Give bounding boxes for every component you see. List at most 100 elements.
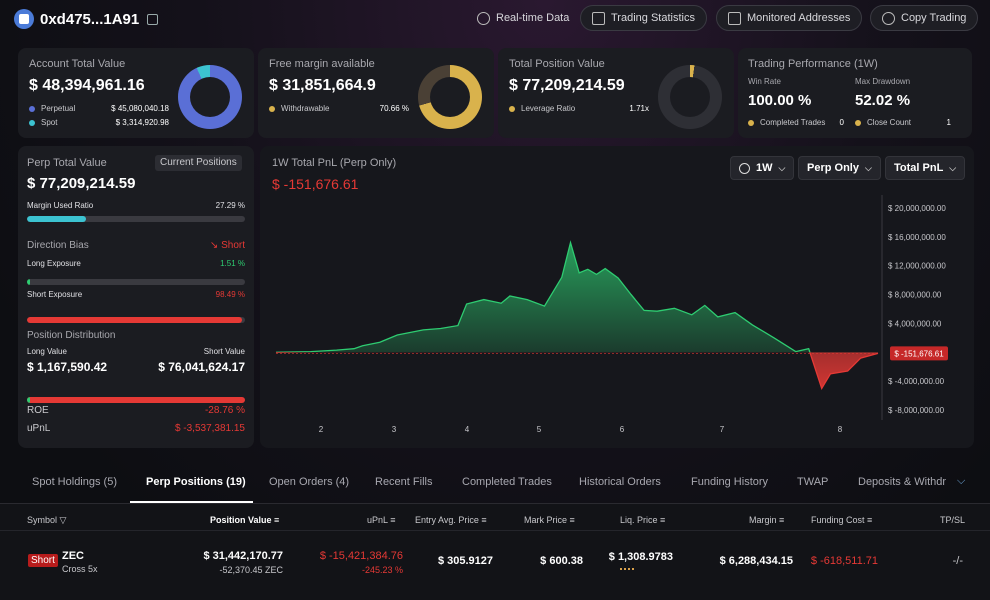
chart-icon [592,11,605,25]
realtime-data-button[interactable]: Real-time Data [466,5,580,31]
distribution-bar [27,397,245,403]
tabs-divider [0,503,990,504]
trading-performance-card: Trading Performance (1W) Win Rate Max Dr… [738,48,972,138]
copy-trading-button[interactable]: Copy Trading [870,5,979,31]
card-label: Trading Performance (1W) [748,58,878,70]
upnl-value: $ -3,537,381.15 [174,423,245,434]
y-tick-label: $ -4,000,000.00 [888,377,945,386]
tab-historical-orders[interactable]: Historical Orders [579,476,661,488]
sort-icon: ≡ [274,515,280,525]
long-exposure-bar [27,279,245,285]
scope-dropdown[interactable]: Perp Only ⌵ [798,156,881,180]
long-exposure-label: Long Exposure [27,259,81,268]
margin: $ 6,288,434.15 [719,555,793,567]
col-upnl[interactable]: uPnL ≡ [367,515,396,525]
spot-row: Spot $ 3,314,920.98 [29,118,169,127]
leverage-row: Leverage Ratio 1.71x [509,104,649,113]
close-count-row: Close Count 1 [855,118,951,127]
period-dropdown[interactable]: 1W ⌵ [730,156,795,180]
tab-open-orders[interactable]: Open Orders (4) [269,476,350,488]
tab-completed-trades[interactable]: Completed Trades [462,476,552,488]
account-total-card: Account Total Value $ 48,394,961.16 Perp… [18,48,254,138]
chart-current-value: $ -151,676.61 [272,176,359,192]
side-badge: Short [28,554,58,567]
completed-trades-row: Completed Trades 0 [748,118,844,127]
copy-trading-icon [882,11,895,25]
win-rate-label: Win Rate [748,77,781,86]
copy-icon[interactable] [147,13,159,25]
col-position-value[interactable]: Position Value ≡ [210,515,280,525]
tpsl: -/- [952,555,963,567]
col-mark-price[interactable]: Mark Price ≡ [524,515,575,525]
pnl-line-positive [275,240,811,353]
x-tick-label: 2 [319,425,324,434]
short-exposure-label: Short Exposure [27,290,83,299]
header-divider [0,530,990,531]
col-liq-price[interactable]: Liq. Price ≡ [620,515,666,525]
max-drawdown-label: Max Drawdown [855,77,911,86]
col-entry-price[interactable]: Entry Avg. Price ≡ [415,515,487,525]
perp-summary-panel: Perp Total Value Current Positions $ 77,… [18,146,254,448]
margin-used-value: 27.29 % [215,201,245,210]
metric-dropdown[interactable]: Total PnL ⌵ [885,156,966,180]
x-tick-label: 4 [465,425,470,434]
margin-used-label: Margin Used Ratio [27,201,94,210]
perpetual-dot [29,105,35,112]
distribution-long-fill [27,397,31,403]
tab-funding-history[interactable]: Funding History [691,476,769,488]
long-exposure-fill [27,279,31,285]
tab-spot-holdings[interactable]: Spot Holdings (5) [32,476,117,488]
liq-price: $ 1,308.9783 [608,551,673,563]
tab-perp-positions[interactable]: Perp Positions (19) [146,476,246,488]
upnl-label: uPnL [27,423,51,434]
current-positions-button[interactable]: Current Positions [155,155,242,171]
direction-bias-value: ↘ Short [209,240,245,251]
card-label: Total Position Value [509,58,605,70]
sort-icon: ≡ [867,515,873,525]
total-position-card: Total Position Value $ 77,209,214.59 Lev… [498,48,734,138]
position-size: -52,370.45 ZEC [219,565,283,575]
long-exposure-value: 1.51 % [220,259,245,268]
entry-price: $ 305.9127 [437,555,493,567]
trading-statistics-button[interactable]: Trading Statistics [580,5,707,31]
margin-mode: Cross 5x [62,564,98,574]
x-tick-label: 8 [838,425,843,434]
wallet-logo-icon [14,9,34,29]
position-distribution-label: Position Distribution [27,330,116,341]
leverage-dot [509,105,515,112]
perp-total-value: $ 77,209,214.59 [27,175,136,192]
tabs-expand-icon[interactable]: ⌵ [957,475,966,487]
chevron-down-icon: ⌵ [778,162,786,173]
margin-used-bar [27,216,245,222]
leverage-donut [658,65,722,129]
refresh-icon [477,11,490,25]
trend-down-icon: ↘ [209,240,222,251]
col-funding-cost[interactable]: Funding Cost ≡ [811,515,873,525]
col-tpsl: TP/SL [940,515,966,525]
table-row[interactable]: Short ZEC Cross 5x $ 31,442,170.77 -52,3… [0,539,990,583]
tab-deposits-withdrawals[interactable]: Deposits & Withdra [858,476,946,488]
address-text: 0xd475...1A91 [40,10,140,28]
active-tab-underline [130,501,253,503]
spot-dot [29,119,35,126]
current-value-tag-text: $ -151,676.61 [894,349,944,358]
roe-label: ROE [27,405,49,416]
sort-icon: ≡ [569,515,575,525]
long-value-amount: $ 1,167,590.42 [27,360,108,374]
y-tick-label: $ 4,000,000.00 [888,319,942,328]
short-exposure-value: 98.49 % [215,290,245,299]
chevron-down-icon: ⌵ [864,162,872,173]
y-tick-label: $ 8,000,000.00 [888,291,942,300]
top-bar: 0xd475...1A91 Real-time Data Trading Sta… [0,0,990,40]
upnl: $ -15,421,384.76 [319,550,403,562]
col-symbol[interactable]: Symbol ▽ [27,515,67,525]
margin-used-fill [27,216,87,222]
mark-price: $ 600.38 [540,555,583,567]
monitored-addresses-button[interactable]: Monitored Addresses [716,5,863,31]
tab-twap[interactable]: TWAP [797,476,829,488]
col-margin[interactable]: Margin ≡ [749,515,785,525]
sort-icon: ≡ [390,515,396,525]
positions-table [0,504,990,600]
tab-recent-fills[interactable]: Recent Fills [375,476,433,488]
negative-area [276,352,878,389]
